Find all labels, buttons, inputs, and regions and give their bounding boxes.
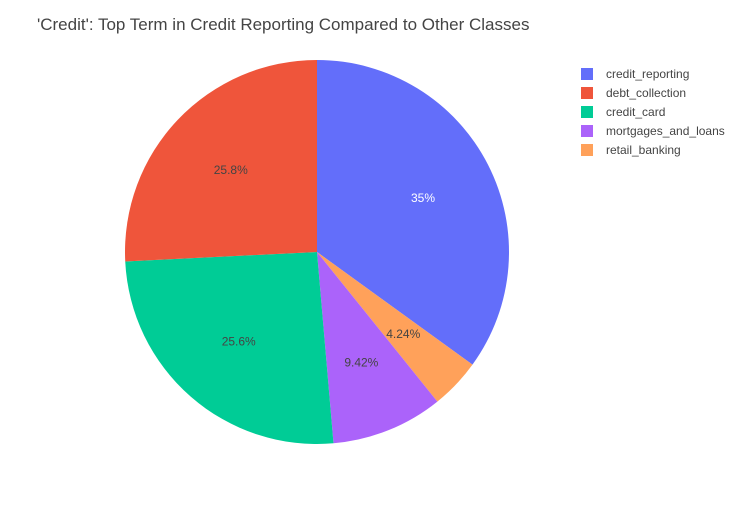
legend-swatch-debt-collection[interactable] <box>581 87 593 99</box>
legend-label-retail-banking[interactable]: retail_banking <box>606 143 681 157</box>
pie-slice-debt-collection <box>124 60 317 262</box>
slice-label-credit-reporting: 35% <box>411 191 435 205</box>
pie-slices <box>124 60 509 444</box>
legend-swatch-credit-reporting[interactable] <box>581 68 593 80</box>
legend-label-credit-card[interactable]: credit_card <box>606 105 665 119</box>
pie-slice-labels: 35% 4.24% 9.42% 25.6% 25.8% <box>214 163 436 370</box>
pie-slice-credit-reporting <box>317 60 509 365</box>
legend-swatch-retail-banking[interactable] <box>581 144 593 156</box>
slice-label-debt-collection: 25.8% <box>214 163 248 177</box>
pie-slice-retail-banking <box>317 252 473 402</box>
legend-label-debt-collection[interactable]: debt_collection <box>606 86 686 100</box>
slice-label-retail-banking: 4.24% <box>386 327 420 341</box>
legend-swatch-credit-card[interactable] <box>581 106 593 118</box>
pie-slice-credit-card <box>125 252 334 444</box>
pie-slice-mortgages-and-loans <box>317 252 438 444</box>
slice-label-mortgages-and-loans: 9.42% <box>344 355 378 369</box>
legend-label-credit-reporting[interactable]: credit_reporting <box>606 67 689 81</box>
legend-label-mortgages-and-loans[interactable]: mortgages_and_loans <box>606 124 725 138</box>
legend: credit_reporting debt_collection credit_ca… <box>581 67 725 157</box>
chart-title: 'Credit': Top Term in Credit Reporting C… <box>37 15 529 34</box>
slice-label-credit-card: 25.6% <box>222 335 256 349</box>
legend-swatch-mortgages-and-loans[interactable] <box>581 125 593 137</box>
